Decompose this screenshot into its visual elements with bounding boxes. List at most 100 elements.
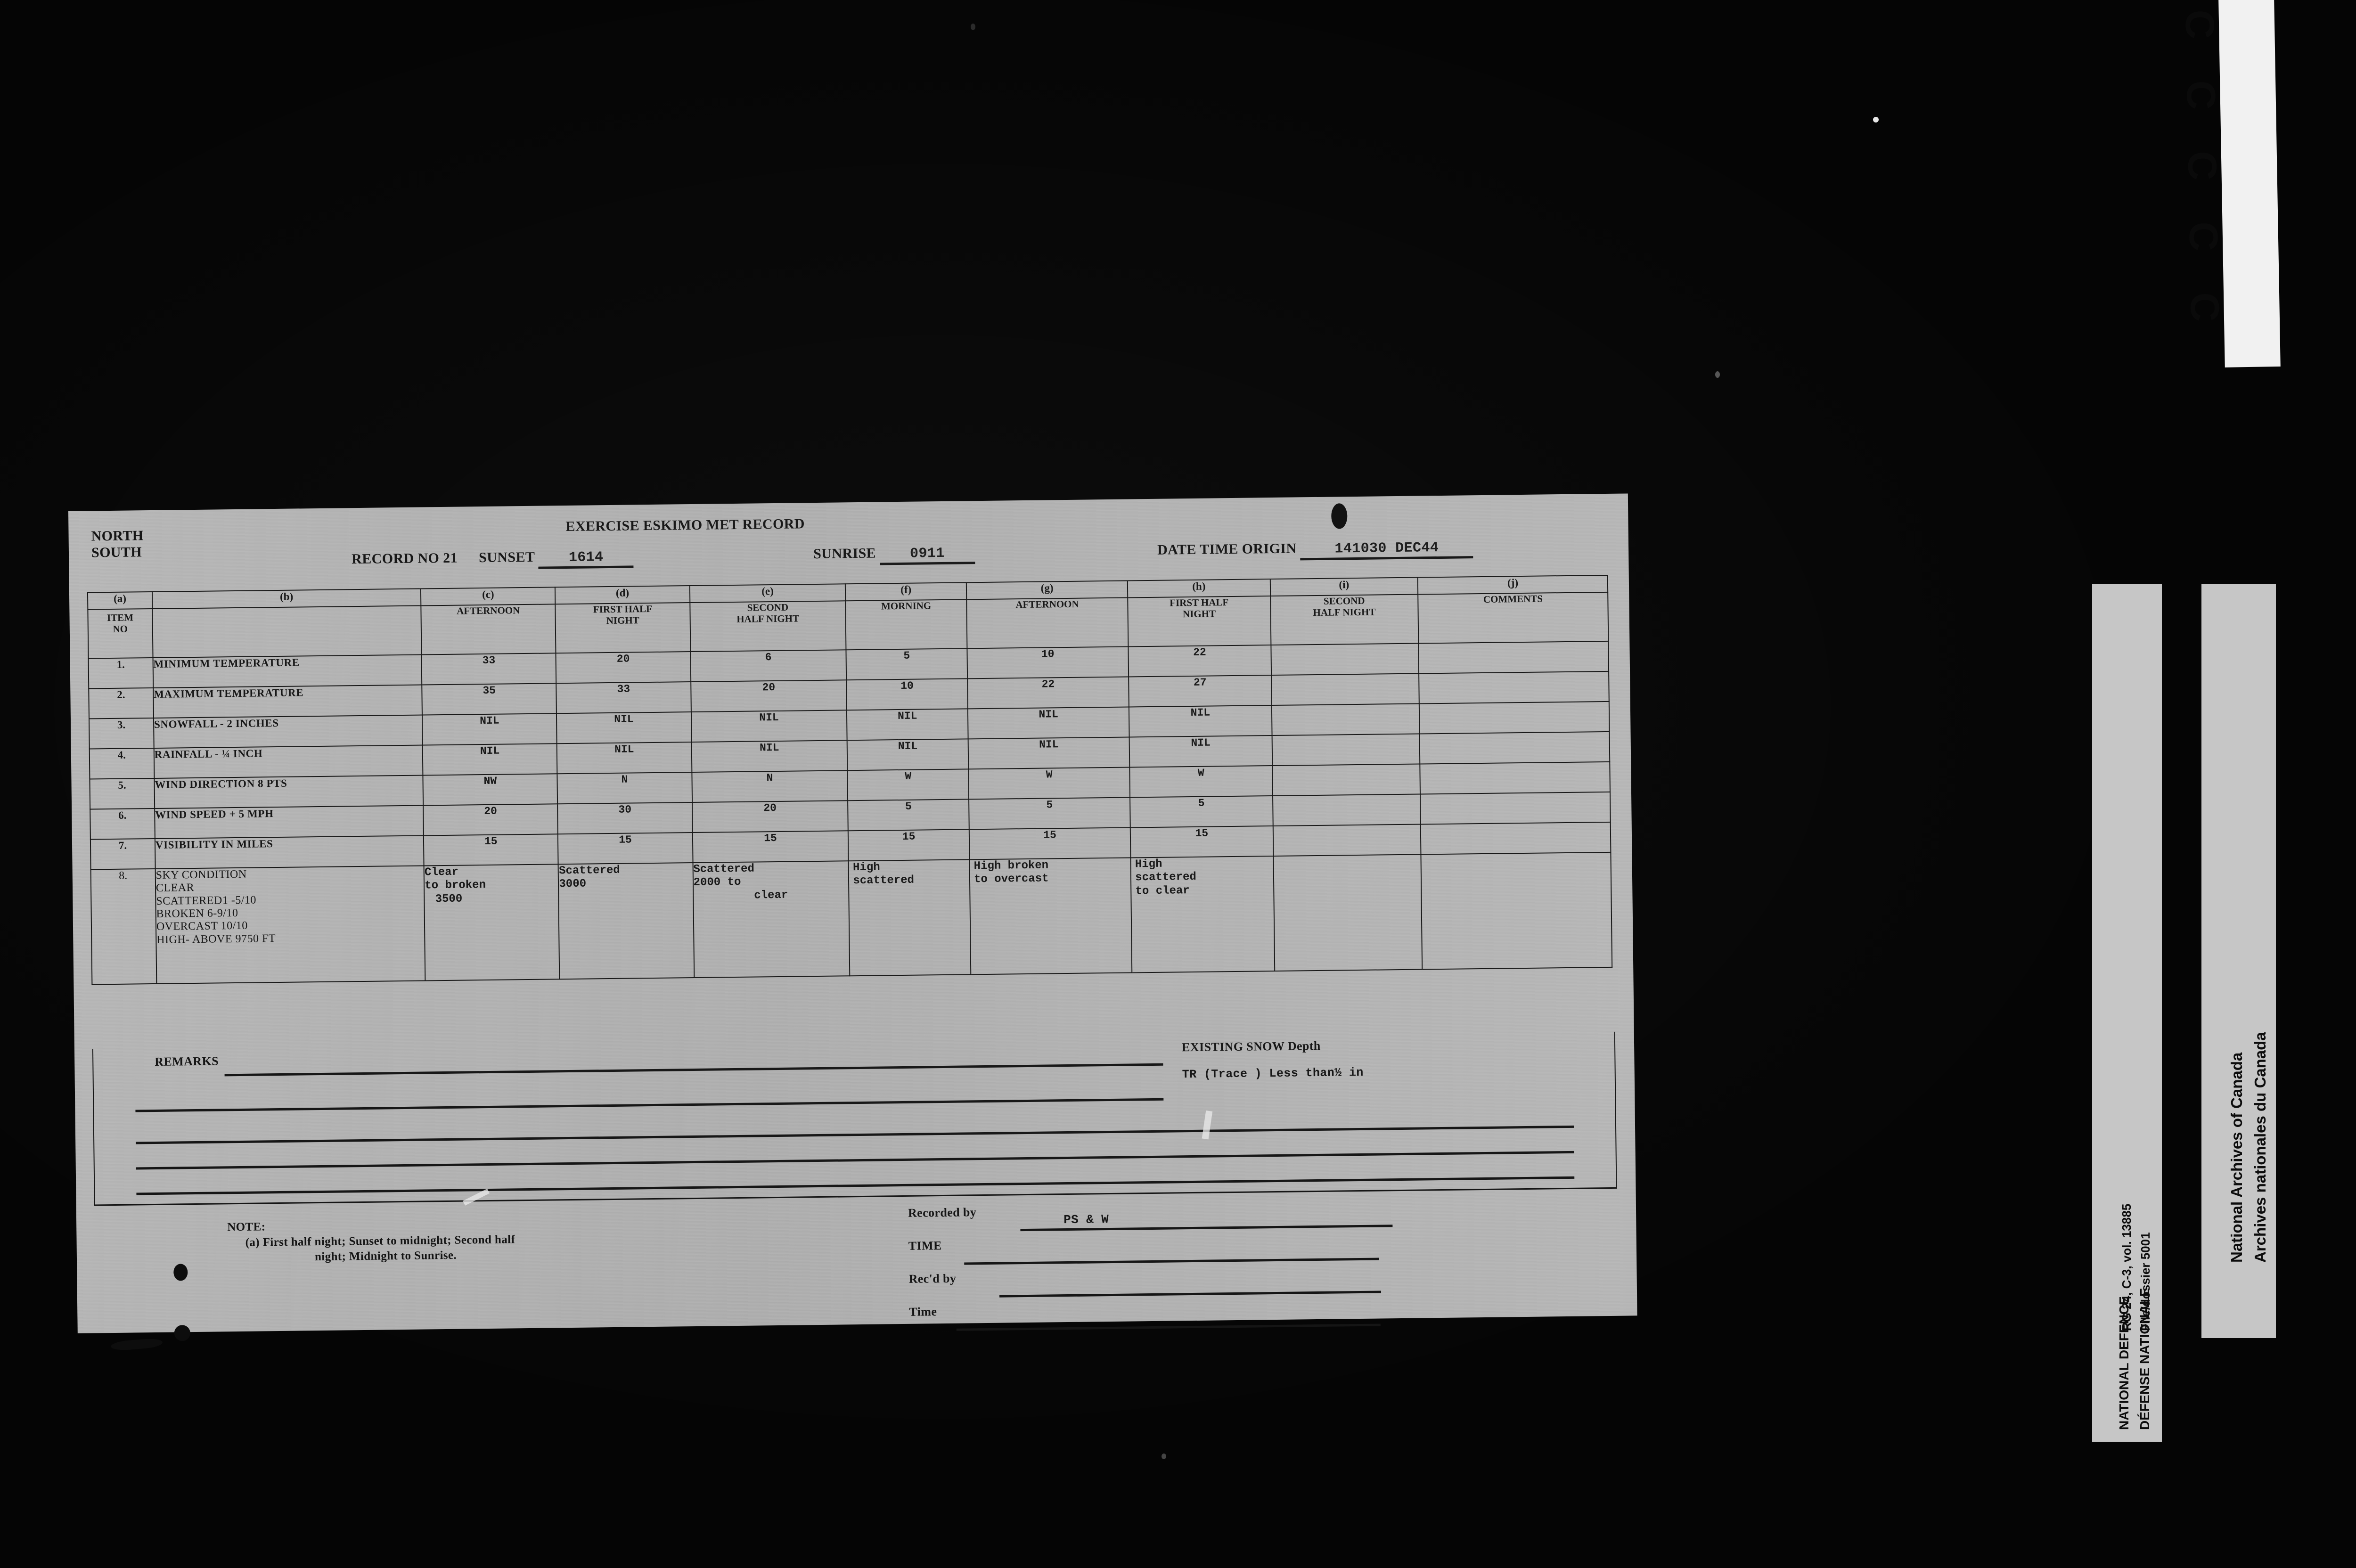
sky-cell-j[interactable]	[1421, 852, 1612, 970]
sunset-field: SUNSET 1614	[479, 548, 634, 570]
row-label: WIND SPEED + 5 MPH	[155, 805, 424, 839]
cell-h[interactable]: 22	[1128, 645, 1271, 677]
cell-d[interactable]: 15	[558, 833, 693, 865]
time-row-2: Time	[909, 1299, 1428, 1338]
cell-e[interactable]: 6	[690, 650, 847, 682]
header-second-half-night-2: SECOND HALF NIGHT	[1270, 594, 1419, 645]
trace-definition-text: TR (Trace ) Less than½ in	[1182, 1065, 1364, 1082]
remarks-line-3[interactable]	[136, 1125, 1574, 1144]
cell-d[interactable]: NIL	[557, 742, 692, 774]
row-number: 6.	[90, 808, 155, 840]
cell-i[interactable]	[1272, 764, 1421, 796]
cell-j[interactable]	[1419, 671, 1609, 704]
cell-d[interactable]: 20	[556, 652, 691, 684]
cell-c[interactable]: 15	[424, 834, 558, 866]
cell-j[interactable]	[1420, 792, 1611, 825]
table-row-sky-condition: 8. SKY CONDITION CLEAR SCATTERED1 -5/10 …	[90, 852, 1612, 985]
cell-c[interactable]: NIL	[422, 743, 557, 776]
cell-c[interactable]: NW	[423, 774, 558, 806]
cell-i[interactable]	[1270, 643, 1419, 676]
remarks-section: REMARKS EXISTING SNOW Depth TR (Trace ) …	[92, 1031, 1617, 1206]
sky-cell-c[interactable]: Clear to broken 3500	[424, 864, 560, 981]
recd-by-rule[interactable]	[999, 1290, 1382, 1298]
cell-f[interactable]: 5	[848, 799, 969, 831]
cell-g[interactable]: 5	[969, 797, 1131, 830]
cell-i[interactable]	[1272, 794, 1421, 826]
header-second-half-night-1: SECOND HALF NIGHT	[689, 601, 846, 652]
letter-h: (h)	[1128, 579, 1270, 598]
cell-e[interactable]: 20	[690, 680, 847, 712]
row-label: WIND DIRECTION 8 PTS	[154, 775, 424, 808]
remarks-line-2[interactable]	[135, 1098, 1164, 1112]
cell-e[interactable]: NIL	[691, 710, 848, 743]
cell-f[interactable]: 15	[848, 829, 970, 861]
header-first-half-night-1: FIRST HALF NIGHT	[555, 603, 691, 653]
recorded-by-row: Recorded by PS & W	[908, 1200, 1427, 1239]
cell-d[interactable]: N	[557, 772, 692, 804]
cell-h[interactable]: 5	[1130, 796, 1273, 828]
recorded-by-value[interactable]: PS & W	[1063, 1212, 1109, 1227]
sunset-value[interactable]: 1614	[538, 549, 634, 569]
cell-d[interactable]: 30	[557, 802, 693, 834]
cell-g[interactable]: 22	[967, 677, 1129, 709]
remarks-line-4[interactable]	[136, 1151, 1574, 1170]
cell-e[interactable]: 20	[692, 800, 849, 833]
sky-f-l1: High	[852, 861, 880, 874]
cell-c[interactable]: 35	[422, 683, 557, 715]
cell-f[interactable]: NIL	[847, 739, 969, 771]
cell-j[interactable]	[1419, 731, 1610, 764]
cell-c[interactable]: NIL	[422, 713, 557, 745]
cell-i[interactable]	[1271, 673, 1420, 706]
sky-cell-i[interactable]	[1273, 854, 1423, 972]
cell-c[interactable]: 33	[421, 653, 556, 685]
sky-g-l1: High broken	[973, 859, 1049, 873]
sky-cell-d[interactable]: Scattered 3000	[558, 863, 694, 980]
note-label: NOTE:	[227, 1220, 266, 1234]
row-label: MINIMUM TEMPERATURE	[153, 654, 422, 688]
cell-h[interactable]: 15	[1130, 826, 1274, 858]
cell-d[interactable]: 33	[556, 682, 691, 714]
cell-g[interactable]: W	[968, 767, 1130, 800]
cell-j[interactable]	[1420, 761, 1610, 794]
cell-f[interactable]: 5	[846, 648, 968, 680]
met-record-form: NORTH SOUTH EXERCISE ESKIMO MET RECORD R…	[68, 493, 1637, 1351]
cell-j[interactable]	[1420, 822, 1611, 855]
time-rule-1[interactable]	[964, 1258, 1379, 1265]
cell-h[interactable]: NIL	[1129, 735, 1272, 768]
cell-d[interactable]: NIL	[556, 712, 692, 744]
time-rule-2[interactable]	[956, 1323, 1381, 1331]
cell-e[interactable]: N	[691, 770, 848, 803]
cell-j[interactable]	[1419, 701, 1610, 734]
cell-e[interactable]: 15	[692, 831, 849, 863]
cell-h[interactable]: NIL	[1129, 705, 1272, 737]
letter-d: (d)	[555, 586, 690, 604]
archives-line-2: Archives nationales du Canada	[2251, 1032, 2269, 1263]
met-data-table: (a) (b) (c) (d) (e) (f) (g) (h) (i) (j) …	[87, 575, 1612, 985]
cell-j[interactable]	[1418, 641, 1609, 674]
cell-i[interactable]	[1271, 703, 1420, 736]
remarks-line-5[interactable]	[136, 1176, 1575, 1195]
cell-f[interactable]: NIL	[847, 709, 968, 741]
cell-h[interactable]: 27	[1129, 675, 1272, 707]
sky-cell-e[interactable]: Scattered 2000 to clear	[693, 861, 850, 978]
cell-c[interactable]: 20	[423, 804, 558, 836]
cell-h[interactable]: W	[1129, 766, 1273, 798]
cell-i[interactable]	[1273, 824, 1421, 857]
sunrise-value[interactable]: 0911	[879, 545, 975, 565]
row-number: 5.	[90, 778, 155, 809]
cell-g[interactable]: 15	[969, 827, 1131, 860]
cell-g[interactable]: NIL	[968, 737, 1130, 769]
cell-g[interactable]: NIL	[967, 707, 1129, 739]
sky-cell-g[interactable]: High broken to overcast	[969, 858, 1132, 975]
cell-i[interactable]	[1272, 734, 1420, 766]
sky-cell-h[interactable]: High scattered to clear	[1130, 856, 1275, 973]
remarks-line-1[interactable]	[224, 1063, 1163, 1077]
cell-f[interactable]: W	[847, 769, 969, 801]
row-number: 4.	[89, 748, 155, 779]
date-time-origin-value[interactable]: 141030 DEC44	[1300, 539, 1473, 561]
sky-cell-f[interactable]: High scattered	[848, 859, 971, 976]
cell-g[interactable]: 10	[967, 646, 1129, 679]
sky-f-l2: scattered	[853, 874, 915, 888]
cell-e[interactable]: NIL	[691, 740, 848, 773]
cell-f[interactable]: 10	[846, 678, 968, 710]
